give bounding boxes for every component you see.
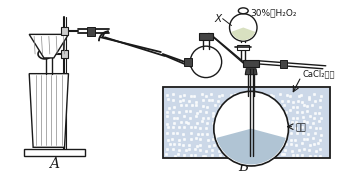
Bar <box>164 88 329 157</box>
Text: A: A <box>49 157 59 171</box>
Bar <box>61 27 68 35</box>
Bar <box>87 27 95 36</box>
Text: B: B <box>238 160 248 174</box>
Bar <box>237 45 249 50</box>
Polygon shape <box>245 69 257 75</box>
Text: CaCl₂溶液: CaCl₂溶液 <box>302 69 335 78</box>
Wedge shape <box>217 129 286 164</box>
Text: X: X <box>215 14 222 24</box>
Circle shape <box>214 91 288 166</box>
Bar <box>61 50 68 58</box>
Bar <box>184 58 192 66</box>
Ellipse shape <box>238 8 248 14</box>
Polygon shape <box>29 74 68 147</box>
Bar <box>24 149 85 156</box>
Circle shape <box>229 14 257 41</box>
Text: 冰水: 冰水 <box>295 123 306 132</box>
Bar <box>279 60 287 68</box>
Wedge shape <box>231 27 255 40</box>
Polygon shape <box>29 34 68 58</box>
Bar <box>243 60 259 67</box>
Bar <box>163 87 330 158</box>
Bar <box>199 33 213 40</box>
Circle shape <box>190 46 222 78</box>
Text: 30%的H₂O₂: 30%的H₂O₂ <box>250 8 297 17</box>
